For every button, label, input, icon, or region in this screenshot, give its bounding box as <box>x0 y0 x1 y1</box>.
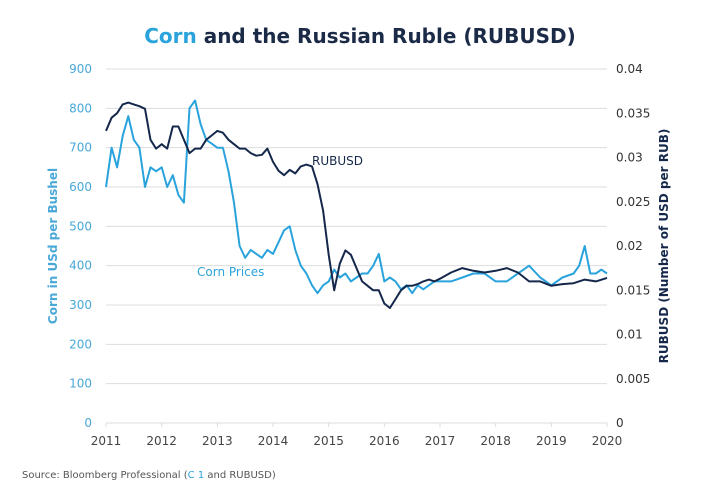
chart-title: Corn and the Russian Ruble (RUBUSD) <box>0 24 720 48</box>
chart-title-rest: and the Russian Ruble (RUBUSD) <box>196 24 576 48</box>
gridlines <box>106 68 607 424</box>
left-tick-label: 700 <box>69 141 92 155</box>
left-tick-label: 300 <box>69 298 92 312</box>
annotation-corn-prices: Corn Prices <box>197 265 264 279</box>
x-tick-label: 2020 <box>592 434 623 448</box>
x-tick-label: 2016 <box>369 434 400 448</box>
corn-prices-line <box>105 99 608 295</box>
source-note: Source: Bloomberg Professional (C 1 and … <box>22 470 276 481</box>
right-tick-label: 0.025 <box>616 195 650 209</box>
x-tick-label: 2014 <box>258 434 289 448</box>
series-lines <box>105 99 608 309</box>
right-tick-label: 0 <box>616 416 624 430</box>
left-axis-ticks: 0 100 200 300 400 500 600 700 800 900 <box>69 62 92 430</box>
source-suffix: and RUBUSD) <box>204 470 276 481</box>
source-prefix: Source: Bloomberg Professional ( <box>22 470 188 481</box>
right-tick-label: 0.04 <box>616 62 643 76</box>
x-tick-label: 2018 <box>480 434 511 448</box>
right-axis-ticks: 0 0.005 0.01 0.015 0.02 0.025 0.03 0.035 0.04 <box>616 62 650 430</box>
left-tick-label: 200 <box>69 337 92 351</box>
x-tick-label: 2012 <box>146 434 177 448</box>
right-tick-label: 0.02 <box>616 239 643 253</box>
left-tick-label: 400 <box>69 259 92 273</box>
left-axis-label: Corn in USd per Bushel <box>46 168 60 324</box>
chart-title-accent: Corn <box>144 24 197 48</box>
right-tick-label: 0.005 <box>616 372 650 386</box>
right-tick-label: 0.035 <box>616 106 650 120</box>
left-tick-label: 600 <box>69 180 92 194</box>
x-tick-label: 2015 <box>313 434 344 448</box>
x-tick-label: 2013 <box>202 434 233 448</box>
x-axis-ticks: 2011 2012 2013 2014 2015 2016 2017 2018 2019 2020 <box>91 423 623 448</box>
rubusd-line <box>105 101 608 309</box>
x-tick-label: 2019 <box>536 434 567 448</box>
left-tick-label: 900 <box>69 62 92 76</box>
left-tick-label: 0 <box>84 416 92 430</box>
x-tick-label: 2017 <box>425 434 456 448</box>
left-tick-label: 800 <box>69 101 92 115</box>
annotation-rubusd: RUBUSD <box>312 154 363 168</box>
right-tick-label: 0.015 <box>616 283 650 297</box>
right-axis-label: RUBUSD (Number of USD per RUB) <box>657 129 671 364</box>
x-tick-label: 2011 <box>91 434 122 448</box>
left-tick-label: 500 <box>69 219 92 233</box>
source-ticker: C 1 <box>187 470 205 481</box>
left-tick-label: 100 <box>69 377 92 391</box>
right-tick-label: 0.01 <box>616 328 643 342</box>
right-tick-label: 0.03 <box>616 151 643 165</box>
